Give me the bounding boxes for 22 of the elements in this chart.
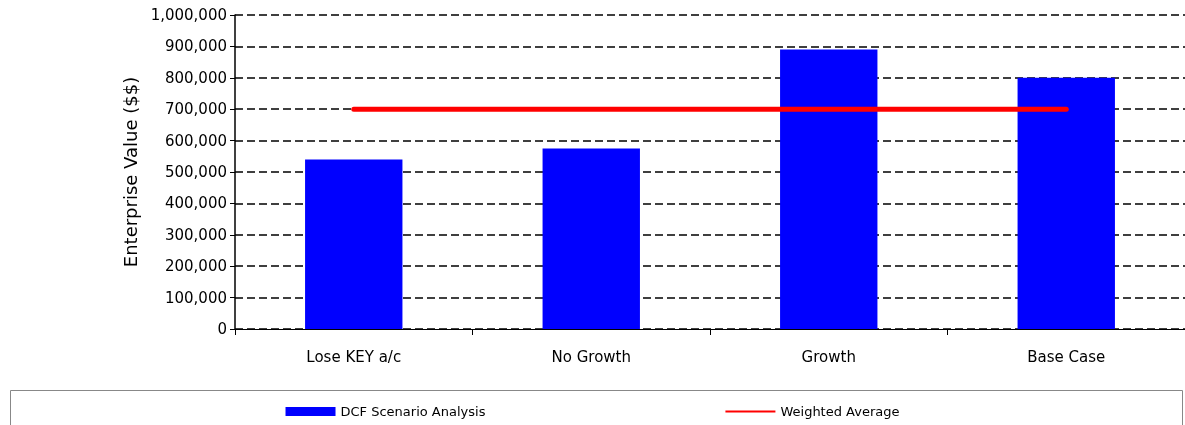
y-tick-label: 300,000 — [164, 225, 227, 244]
y-axis-title: Enterprise Value ($$) — [120, 76, 142, 268]
y-tick-label: 400,000 — [164, 194, 227, 213]
x-tick-label: Growth — [801, 347, 856, 366]
bar — [305, 159, 403, 329]
y-tick-label: 800,000 — [164, 68, 227, 87]
x-tick-label: Lose KEY a/c — [306, 347, 402, 366]
x-tick-label: No Growth — [551, 347, 631, 366]
y-tick-label: 200,000 — [164, 257, 227, 276]
y-tick-label: 1,000,000 — [150, 6, 227, 24]
y-tick-label: 100,000 — [164, 288, 227, 307]
bar — [780, 49, 878, 329]
y-tick-label: 600,000 — [164, 131, 227, 150]
bar — [542, 148, 640, 329]
legend-label: DCF Scenario Analysis — [340, 404, 486, 419]
y-tick-label: 700,000 — [164, 100, 227, 119]
y-tick-label: 500,000 — [164, 163, 227, 181]
x-tick-label: Base Case — [1027, 347, 1106, 366]
bar — [1017, 77, 1115, 329]
y-tick-label: 900,000 — [164, 37, 227, 56]
y-tick-label: 0 — [217, 320, 227, 338]
legend-label: Weighted Average — [780, 404, 900, 419]
